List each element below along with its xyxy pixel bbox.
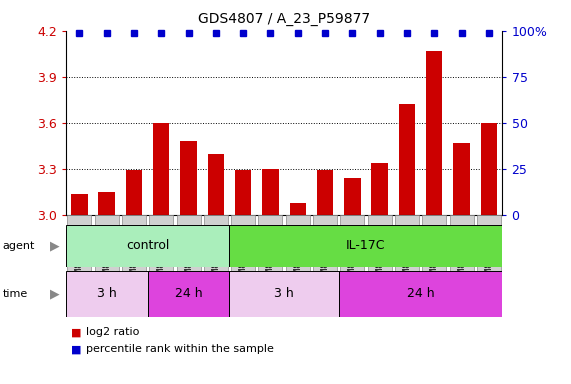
Text: ■: ■ xyxy=(71,327,82,337)
Bar xyxy=(371,163,388,215)
Text: ▶: ▶ xyxy=(50,287,60,300)
Text: log2 ratio: log2 ratio xyxy=(86,327,139,337)
Bar xyxy=(126,170,142,215)
FancyBboxPatch shape xyxy=(149,215,173,305)
FancyBboxPatch shape xyxy=(66,271,147,317)
Text: GSM808647: GSM808647 xyxy=(457,234,466,283)
Bar xyxy=(426,51,443,215)
Text: agent: agent xyxy=(3,241,35,251)
Bar xyxy=(71,194,87,215)
FancyBboxPatch shape xyxy=(368,215,392,305)
FancyBboxPatch shape xyxy=(147,271,230,317)
Bar xyxy=(399,104,415,215)
Text: GSM808636: GSM808636 xyxy=(403,234,412,283)
FancyBboxPatch shape xyxy=(422,215,447,305)
Text: ■: ■ xyxy=(71,344,82,354)
Text: GSM808637: GSM808637 xyxy=(75,234,84,283)
Text: GSM808642: GSM808642 xyxy=(102,234,111,283)
Text: GSM808640: GSM808640 xyxy=(293,234,302,283)
Text: 3 h: 3 h xyxy=(274,287,294,300)
FancyBboxPatch shape xyxy=(259,215,283,305)
FancyBboxPatch shape xyxy=(66,225,230,267)
FancyBboxPatch shape xyxy=(95,215,119,305)
Bar xyxy=(208,154,224,215)
Text: GSM808634: GSM808634 xyxy=(156,234,166,283)
Bar xyxy=(180,141,196,215)
Text: GSM808638: GSM808638 xyxy=(266,234,275,283)
Text: GSM808648: GSM808648 xyxy=(484,234,493,283)
FancyBboxPatch shape xyxy=(204,215,228,305)
Text: GSM808646: GSM808646 xyxy=(211,234,220,283)
Text: GSM808641: GSM808641 xyxy=(320,234,329,283)
Text: 24 h: 24 h xyxy=(407,287,435,300)
Text: GSM808633: GSM808633 xyxy=(239,234,248,283)
Text: GSM808639: GSM808639 xyxy=(430,234,439,283)
Bar xyxy=(262,169,279,215)
FancyBboxPatch shape xyxy=(313,215,337,305)
Bar xyxy=(481,123,497,215)
FancyBboxPatch shape xyxy=(231,215,255,305)
FancyBboxPatch shape xyxy=(339,271,502,317)
FancyBboxPatch shape xyxy=(122,215,146,305)
Text: 3 h: 3 h xyxy=(96,287,116,300)
Text: percentile rank within the sample: percentile rank within the sample xyxy=(86,344,274,354)
FancyBboxPatch shape xyxy=(67,215,91,305)
Text: ▶: ▶ xyxy=(50,239,60,252)
Text: GSM808643: GSM808643 xyxy=(130,234,138,283)
Bar xyxy=(153,123,170,215)
Text: GDS4807 / A_23_P59877: GDS4807 / A_23_P59877 xyxy=(198,12,370,25)
Bar xyxy=(453,143,470,215)
Text: GSM808644: GSM808644 xyxy=(348,234,357,283)
Text: 24 h: 24 h xyxy=(175,287,202,300)
FancyBboxPatch shape xyxy=(230,271,339,317)
Text: IL-17C: IL-17C xyxy=(346,239,386,252)
Text: control: control xyxy=(126,239,169,252)
FancyBboxPatch shape xyxy=(230,225,502,267)
FancyBboxPatch shape xyxy=(477,215,501,305)
Text: GSM808645: GSM808645 xyxy=(184,234,193,283)
Text: GSM808635: GSM808635 xyxy=(375,234,384,283)
Bar xyxy=(98,192,115,215)
Bar xyxy=(289,203,306,215)
FancyBboxPatch shape xyxy=(395,215,419,305)
FancyBboxPatch shape xyxy=(340,215,364,305)
Bar xyxy=(344,178,360,215)
FancyBboxPatch shape xyxy=(449,215,473,305)
FancyBboxPatch shape xyxy=(176,215,200,305)
Bar xyxy=(317,170,333,215)
Bar xyxy=(235,170,251,215)
FancyBboxPatch shape xyxy=(286,215,309,305)
Text: time: time xyxy=(3,289,28,299)
